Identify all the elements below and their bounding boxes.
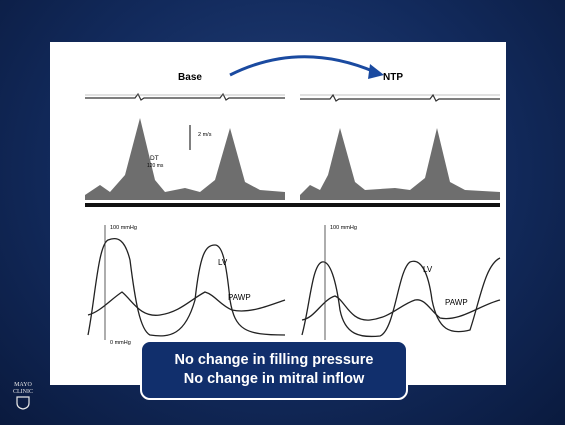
trace-label: LV [218, 258, 228, 267]
logo-text: MAYO [10, 382, 36, 389]
logo-text: CLINIC [10, 389, 36, 396]
panel-label: Base [178, 72, 202, 83]
pressure-label: 100 mmHg [110, 225, 137, 231]
caption-line: No change in mitral inflow [142, 370, 406, 389]
caption-line: No change in filling pressure [142, 351, 406, 370]
separator [85, 203, 500, 207]
trace-label: PAWP [228, 293, 251, 302]
trace-label: LV [423, 265, 433, 274]
pressure-label: 0 mmHg [110, 340, 131, 346]
logo: MAYO CLINIC [10, 382, 36, 413]
trace-label: PAWP [445, 298, 468, 307]
pressure-label: 100 mmHg [330, 225, 357, 231]
logo-shield [15, 396, 31, 410]
caption-box: No change in filling pressure No change … [140, 340, 408, 400]
dt-value: 120 ms [147, 163, 164, 169]
dt-label: DT [150, 155, 159, 162]
panel-label: NTP [383, 72, 403, 83]
slide: Base NTP 2 m/s DT 120 ms 100 mmHg 0 mmHg… [0, 0, 565, 425]
figure-panel [50, 42, 506, 385]
scale-label: 2 m/s [198, 132, 212, 138]
